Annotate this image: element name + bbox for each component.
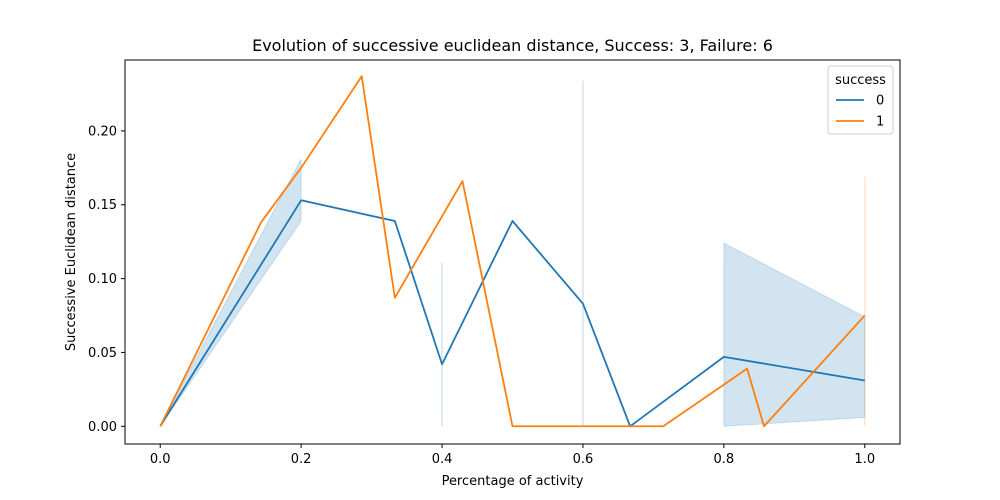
- chart-title: Evolution of successive euclidean distan…: [252, 36, 773, 55]
- series-lines: [159, 75, 866, 428]
- x-axis-label: Percentage of activity: [442, 474, 584, 489]
- x-tick-label: 0.0: [150, 452, 171, 467]
- legend-label-1: 1: [876, 115, 884, 130]
- legend-title: success: [835, 73, 886, 88]
- x-tick-label: 1.0: [854, 452, 875, 467]
- x-tick-label: 0.4: [432, 452, 453, 467]
- y-tick-label: 0.10: [88, 272, 117, 287]
- y-axis: 0.00 0.05 0.10 0.15 0.20: [88, 124, 125, 435]
- y-tick-label: 0.15: [88, 198, 117, 213]
- series-line-1: [159, 75, 866, 428]
- ci-band-series-0: [723, 242, 866, 427]
- series-line-0: [159, 199, 865, 428]
- y-tick-label: 0.20: [88, 124, 117, 139]
- y-tick-label: 0.00: [88, 420, 117, 435]
- confidence-bands: [159, 80, 866, 427]
- ci-band-series-0: [159, 158, 302, 427]
- plot-frame: [124, 59, 901, 445]
- x-tick-label: 0.6: [573, 452, 594, 467]
- x-tick-label: 0.2: [291, 452, 312, 467]
- y-axis-label: Successive Euclidean distance: [64, 153, 79, 351]
- x-tick-label: 0.8: [714, 452, 735, 467]
- legend-label-0: 0: [876, 94, 884, 109]
- y-tick-label: 0.05: [88, 346, 117, 361]
- x-axis: 0.0 0.2 0.4 0.6 0.8 1.0: [150, 444, 875, 467]
- legend: success 0 1: [827, 65, 894, 135]
